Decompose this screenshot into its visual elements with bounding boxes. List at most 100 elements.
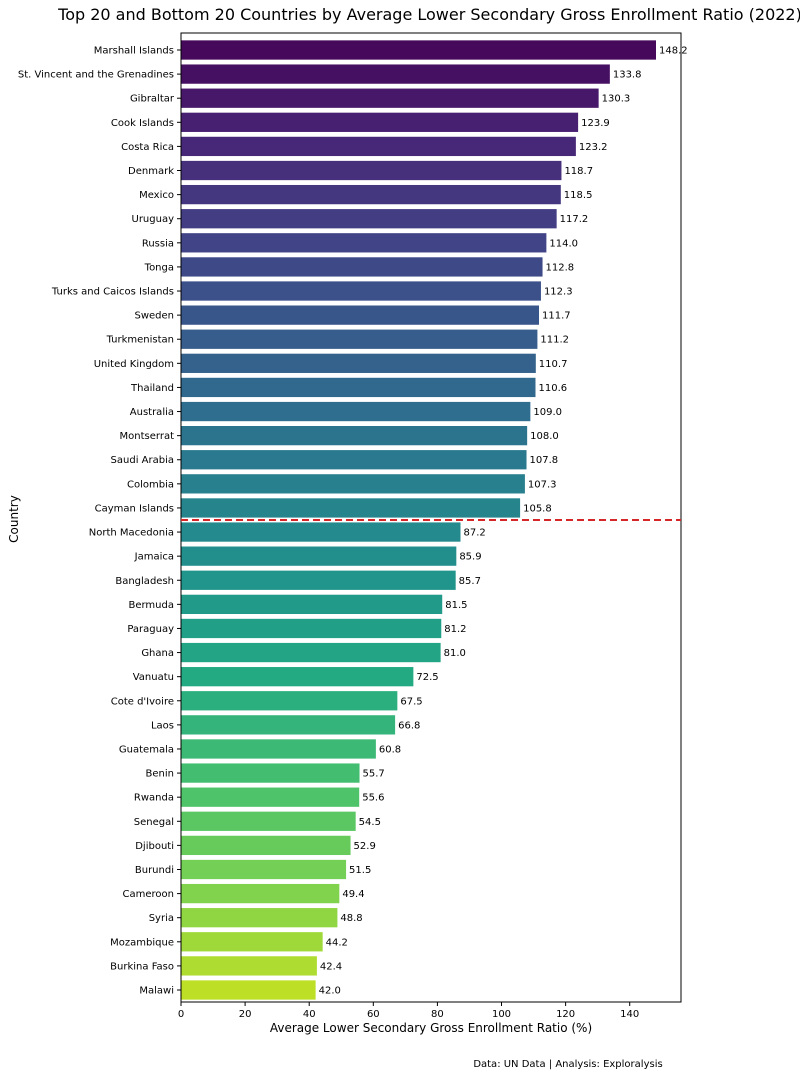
value-label-costa-rica: 123.2 <box>579 142 608 153</box>
bar-senegal <box>181 811 356 831</box>
value-label-st-vincent-and-the-grenadines: 133.8 <box>613 70 642 81</box>
value-label-benin: 55.7 <box>363 769 385 780</box>
x-tick-label: 80 <box>431 1009 444 1020</box>
value-label-marshall-islands: 148.2 <box>659 46 688 57</box>
x-tick-label: 120 <box>556 1009 575 1020</box>
value-label-united-kingdom: 110.7 <box>539 359 568 370</box>
value-label-cook-islands: 123.9 <box>581 118 610 129</box>
y-tick-label-senegal: Senegal <box>134 817 174 828</box>
x-tick-label: 20 <box>239 1009 252 1020</box>
plot-frame <box>180 32 682 1003</box>
value-label-rwanda: 55.6 <box>362 793 384 804</box>
value-label-jamaica: 85.9 <box>459 552 481 563</box>
value-label-cote-d-ivoire: 67.5 <box>400 696 422 707</box>
y-tick-label-djibouti: Djibouti <box>135 841 174 852</box>
value-label-malawi: 42.0 <box>319 986 341 997</box>
bar-cook-islands <box>181 112 579 132</box>
bar-denmark <box>181 160 562 181</box>
bar-uruguay <box>181 209 557 229</box>
y-tick-label-bermuda: Bermuda <box>128 600 174 611</box>
y-tick-label-costa-rica: Costa Rica <box>121 142 174 153</box>
value-label-guatemala: 60.8 <box>379 744 401 755</box>
bar-rwanda <box>181 787 360 807</box>
value-label-turkmenistan: 111.2 <box>540 335 569 346</box>
source-note: Data: UN Data | Analysis: Exploralysis <box>473 1059 662 1070</box>
value-label-cayman-islands: 105.8 <box>523 503 552 514</box>
value-label-thailand: 110.6 <box>538 383 567 394</box>
y-tick-label-benin: Benin <box>146 769 174 780</box>
value-label-denmark: 118.7 <box>564 166 593 177</box>
y-tick-label-tonga: Tonga <box>144 262 174 273</box>
y-tick-label-burundi: Burundi <box>135 865 174 876</box>
bar-jamaica <box>181 546 457 566</box>
bar-malawi <box>181 980 316 1000</box>
value-label-burundi: 51.5 <box>349 865 371 876</box>
y-tick-label-gibraltar: Gibraltar <box>130 94 175 105</box>
y-tick-label-marshall-islands: Marshall Islands <box>94 46 174 57</box>
bar-saudi-arabia <box>181 450 527 470</box>
bar-sweden <box>181 305 540 325</box>
value-label-australia: 109.0 <box>533 407 562 418</box>
y-tick-label-paraguay: Paraguay <box>127 624 174 635</box>
y-tick-label-jamaica: Jamaica <box>134 552 174 563</box>
bar-ghana <box>181 642 441 663</box>
y-tick-layer: Marshall Islands St. Vincent and the Gren… <box>18 46 181 997</box>
value-label-vanuatu: 72.5 <box>416 672 438 683</box>
y-tick-label-montserrat: Montserrat <box>120 431 175 442</box>
value-label-north-macedonia: 87.2 <box>463 528 485 539</box>
x-axis-label: Average Lower Secondary Gross Enrollment… <box>270 1021 592 1035</box>
value-label-djibouti: 52.9 <box>354 841 376 852</box>
value-label-cameroon: 49.4 <box>342 889 364 900</box>
y-tick-label-cote-d-ivoire: Cote d'Ivoire <box>111 696 174 707</box>
y-tick-label-sweden: Sweden <box>134 311 174 322</box>
y-tick-label-denmark: Denmark <box>128 166 174 177</box>
bar-thailand <box>181 377 536 398</box>
value-label-uruguay: 117.2 <box>560 214 589 225</box>
value-label-syria: 48.8 <box>340 913 362 924</box>
y-tick-label-turks-and-caicos-islands: Turks and Caicos Islands <box>51 287 174 298</box>
y-tick-label-laos: Laos <box>151 720 174 731</box>
bar-guatemala <box>181 739 376 759</box>
value-label-burkina-faso: 42.4 <box>320 961 342 972</box>
bar-montserrat <box>181 426 528 446</box>
x-tick-layer: 0 20 40 60 80 100 120 140 <box>178 1002 639 1020</box>
value-label-sweden: 111.7 <box>542 311 571 322</box>
bar-turks-and-caicos-islands <box>181 281 541 301</box>
bar-st-vincent-and-the-grenadines <box>181 64 610 84</box>
value-label-bermuda: 81.5 <box>445 600 467 611</box>
bar-bangladesh <box>181 570 456 590</box>
bar-mexico <box>181 184 561 205</box>
value-label-mexico: 118.5 <box>564 190 593 201</box>
y-tick-label-north-macedonia: North Macedonia <box>89 528 174 539</box>
y-tick-label-mozambique: Mozambique <box>110 937 174 948</box>
y-tick-label-saudi-arabia: Saudi Arabia <box>111 455 174 466</box>
y-tick-label-malawi: Malawi <box>139 986 174 997</box>
bar-russia <box>181 233 547 253</box>
bar-turkmenistan <box>181 329 538 349</box>
y-tick-label-thailand: Thailand <box>130 383 174 394</box>
y-tick-label-colombia: Colombia <box>127 479 174 490</box>
bar-paraguay <box>181 618 442 639</box>
y-axis-label: Country <box>7 495 21 543</box>
bar-burkina-faso <box>181 956 317 976</box>
bar-syria <box>181 908 338 928</box>
bar-bermuda <box>181 594 443 614</box>
bar-gibraltar <box>181 88 599 108</box>
bar-colombia <box>181 474 525 494</box>
bar-united-kingdom <box>181 353 536 373</box>
x-tick-label: 100 <box>492 1009 511 1020</box>
value-label-saudi-arabia: 107.8 <box>530 455 559 466</box>
bars-layer <box>181 40 656 1000</box>
value-label-ghana: 81.0 <box>444 648 466 659</box>
bar-burundi <box>181 859 347 880</box>
y-tick-label-mexico: Mexico <box>139 190 174 201</box>
y-tick-label-australia: Australia <box>130 407 174 418</box>
y-tick-label-rwanda: Rwanda <box>134 793 174 804</box>
y-tick-label-russia: Russia <box>142 238 174 249</box>
bar-vanuatu <box>181 667 414 687</box>
y-tick-label-cayman-islands: Cayman Islands <box>95 503 174 514</box>
x-tick-label: 40 <box>303 1009 316 1020</box>
chart-title: Top 20 and Bottom 20 Countries by Averag… <box>57 5 800 24</box>
value-label-russia: 114.0 <box>549 238 578 249</box>
y-tick-label-ghana: Ghana <box>141 648 174 659</box>
